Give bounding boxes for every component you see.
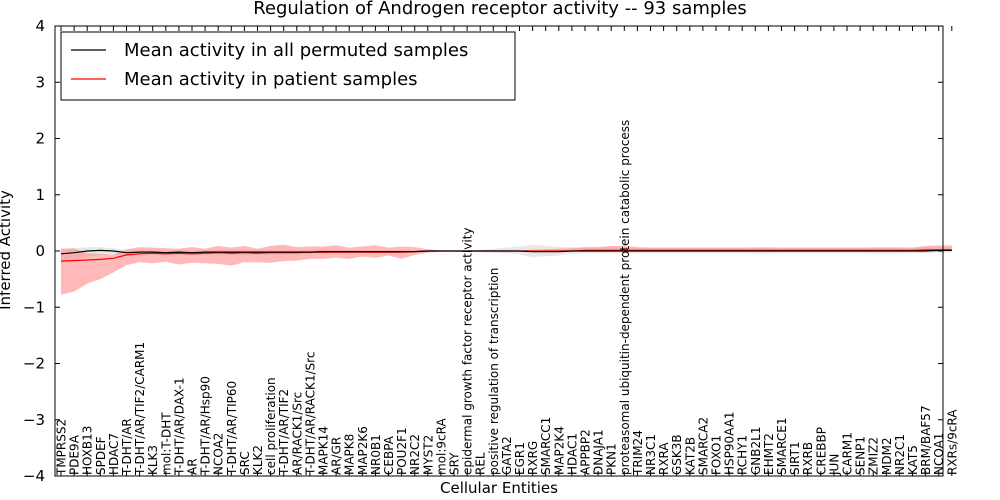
- x-tick-label: T-DHT/AR/TIF2: [277, 389, 291, 476]
- x-tick-label: SRC: [238, 451, 252, 475]
- x-tick-label: AR/RACK1/Src: [290, 392, 304, 475]
- x-tick-label: BRM/BAF57: [919, 405, 933, 475]
- x-tick-label: NCOA2: [212, 433, 226, 475]
- x-tick-label: JUN: [827, 454, 841, 476]
- x-tick-label: NR0B1: [369, 434, 383, 475]
- confidence-bands: [61, 244, 952, 295]
- x-tick-label: T-DHT/AR/TIP60: [225, 381, 239, 476]
- x-tick-label: HSP90AA1: [723, 411, 737, 475]
- y-tick-label: −2: [23, 355, 45, 373]
- x-tick-label: SPDEF: [94, 436, 108, 475]
- x-tick-label: T-DHT/AR/RACK1/Src: [303, 352, 317, 476]
- x-tick-label: T-DHT/AR: [120, 418, 134, 476]
- y-axis-label: Inferred Activity: [0, 190, 14, 310]
- x-tick-label: FOXO1: [710, 435, 724, 475]
- y-tick-label: −3: [23, 411, 45, 429]
- band-patient: [61, 244, 952, 295]
- x-tick-label: T-DHT/AR/DAX-1: [172, 377, 186, 476]
- y-axis: −4 −3 −2 −1 0 1 2 3 4: [23, 17, 943, 485]
- y-tick-label: 4: [35, 17, 45, 35]
- x-tick-label: NR3C1: [644, 434, 658, 475]
- x-tick-label: MAP2K6: [356, 426, 370, 475]
- legend-box: [60, 31, 516, 101]
- x-tick-label: T-DHT/AR/Hsp90: [199, 376, 213, 476]
- x-tick-label: SMARCC1: [539, 417, 553, 475]
- x-tick-label: EHMT2: [762, 433, 776, 475]
- legend: Mean activity in all permuted samples Me…: [60, 31, 516, 101]
- x-tick-label: PDE9A: [68, 434, 82, 475]
- x-tick-label: TMPRSS2: [55, 419, 69, 476]
- x-axis: TMPRSS2 PDE9A HOXB13 SPDEF HDAC7 T-DHT/AR T-DH…: [55, 26, 959, 476]
- x-tick-label: mol:T-DHT: [159, 412, 173, 475]
- x-tick-label: ZMIZ2: [867, 437, 881, 475]
- x-tick-label: NR2C2: [408, 434, 422, 475]
- x-tick-label: GSK3B: [670, 434, 684, 475]
- y-tick-label: 3: [35, 73, 45, 91]
- x-tick-label: KAT2B: [683, 437, 697, 475]
- y-tick-label: 1: [35, 186, 45, 204]
- x-tick-label: NCOA1: [932, 433, 946, 475]
- x-tick-label: KLK2: [251, 445, 265, 475]
- legend-label-permuted: Mean activity in all permuted samples: [124, 40, 468, 61]
- x-tick-label: POU2F1: [395, 427, 409, 475]
- y-tick-label: −4: [23, 467, 45, 485]
- x-tick-label: RXRs/9cRA: [945, 409, 959, 475]
- chart-title: Regulation of Androgen receptor activity…: [253, 0, 747, 19]
- x-tick-label: CREBBP: [814, 427, 828, 475]
- x-tick-label: epidermal growth factor receptor activit…: [461, 228, 475, 475]
- x-tick-label: mol:9cRA: [434, 418, 448, 475]
- series-lines: [60, 249, 952, 262]
- x-tick-label: GATA2: [500, 436, 514, 475]
- x-tick-label: RXRA: [657, 442, 671, 475]
- x-tick-label: HDAC1: [565, 433, 579, 475]
- x-tick-label: KLK3: [146, 445, 160, 475]
- x-tick-label: MAPK8: [343, 434, 357, 475]
- x-tick-label: RXRG: [526, 441, 540, 475]
- x-tick-label: SENP1: [854, 436, 868, 475]
- x-tick-label: CEBPA: [382, 435, 396, 475]
- legend-label-patient: Mean activity in patient samples: [124, 69, 418, 90]
- x-tick-label: DNAJA1: [592, 429, 606, 475]
- x-tick-label: AR/GR: [330, 437, 344, 475]
- x-tick-label: SMARCA2: [696, 417, 710, 475]
- series-line-permuted: [60, 249, 952, 255]
- x-tick-label: cell proliferation: [264, 377, 278, 475]
- x-tick-label: SIRT1: [788, 441, 802, 475]
- x-tick-label: RXRB: [801, 442, 815, 475]
- x-tick-label: GNB2L1: [749, 427, 763, 475]
- y-tick-label: 0: [35, 242, 45, 260]
- x-tick-label: MAPK14: [317, 426, 331, 475]
- x-tick-label: MDM2: [880, 437, 894, 475]
- x-tick-label: NR2C1: [893, 434, 907, 475]
- x-tick-label: REL: [474, 452, 488, 475]
- x-tick-label: proteasomal ubiquitin-dependent protein …: [618, 120, 632, 475]
- x-tick-label: APPBP2: [579, 429, 593, 475]
- x-tick-label: HDAC7: [107, 433, 121, 475]
- x-tick-label: SRY: [448, 452, 462, 475]
- y-tick-label: −1: [23, 298, 45, 316]
- x-tick-label: AR: [186, 458, 200, 475]
- x-axis-label: Cellular Entities: [440, 479, 558, 497]
- x-tick-label: MAP2K4: [552, 426, 566, 475]
- x-tick-label: T-DHT/AR/TIF2/CARM1: [133, 342, 147, 476]
- x-tick-label: TRIM24: [631, 430, 645, 476]
- x-tick-label: EGR1: [513, 442, 527, 475]
- y-tick-label: 2: [35, 130, 45, 148]
- x-tick-label: RCHY1: [736, 435, 750, 475]
- x-tick-label: SMARCE1: [775, 417, 789, 475]
- x-tick-label: MYST2: [421, 435, 435, 475]
- x-tick-label: HOXB13: [81, 426, 95, 475]
- x-tick-label: PKN1: [605, 443, 619, 475]
- x-tick-label: KAT5: [906, 445, 920, 475]
- x-tick-label: positive regulation of transcription: [487, 268, 501, 475]
- x-tick-label: CARM1: [841, 432, 855, 475]
